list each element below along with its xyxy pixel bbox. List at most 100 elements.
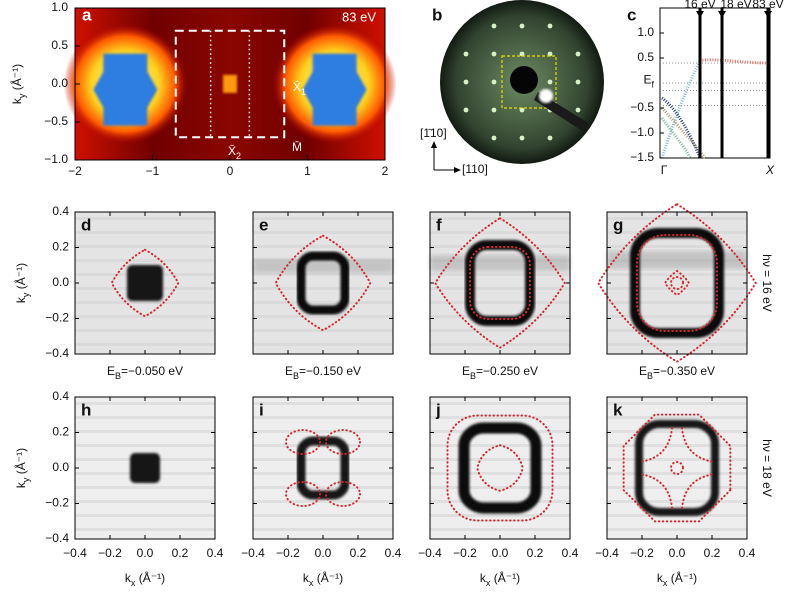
subscript: y xyxy=(21,477,31,482)
leed-spot xyxy=(575,51,581,57)
x-tick-label: 0.2 xyxy=(704,546,721,560)
text-part: E xyxy=(462,364,470,378)
contour xyxy=(636,234,718,332)
x-tick-label: −2 xyxy=(68,164,82,178)
text-part: X̄ xyxy=(293,80,301,94)
leed-spot xyxy=(463,107,469,113)
text-part: (Å⁻¹) xyxy=(135,570,165,585)
noise-stripe xyxy=(607,273,747,276)
subscript: B xyxy=(115,371,121,381)
axis-label: ky (Å⁻¹) xyxy=(9,64,27,104)
x-tick-label: 0 xyxy=(227,164,234,178)
y-tick-label: 1.0 xyxy=(51,0,68,14)
x-tick-label: 0.4 xyxy=(207,546,224,560)
y-tick-label: −0.4 xyxy=(45,531,69,545)
x-tick-label: 0.2 xyxy=(172,546,189,560)
y-tick-label: 0.5 xyxy=(51,38,68,52)
noise-stripe xyxy=(75,514,215,517)
text-part: (Å⁻¹) xyxy=(13,263,28,293)
cut-arrow xyxy=(696,11,704,18)
contour xyxy=(638,473,673,509)
x-tick-label: −0.2 xyxy=(276,546,300,560)
intensity-center xyxy=(223,74,238,93)
text-part: E xyxy=(639,364,647,378)
subscript: y xyxy=(17,93,27,98)
text-part: k xyxy=(657,571,664,585)
noise-stripe xyxy=(430,402,570,405)
cut-arrow xyxy=(718,11,726,18)
text-part: E xyxy=(107,364,115,378)
intensity-band xyxy=(607,251,747,269)
contour xyxy=(663,269,691,297)
subscript: x xyxy=(131,578,136,588)
leed-spot xyxy=(547,79,553,85)
noise-stripe xyxy=(253,315,393,318)
text-part: k xyxy=(480,571,487,585)
contour xyxy=(681,427,716,463)
photon-energy: 83 eV xyxy=(342,9,376,24)
direction-label: [110] xyxy=(462,162,488,176)
noise-stripe xyxy=(75,430,215,433)
y-tick-label: 0.0 xyxy=(51,76,68,90)
noise-stripe xyxy=(75,500,215,503)
noise-stripe xyxy=(75,231,215,234)
contour xyxy=(325,429,361,455)
text-part: X̄ xyxy=(228,144,236,158)
noise-stripe xyxy=(253,287,393,290)
noise-stripe xyxy=(253,301,393,304)
intensity-blob xyxy=(130,453,160,483)
noise-stripe xyxy=(607,416,747,419)
y-tick-label: −0.4 xyxy=(45,346,69,360)
text-part: =−0.350 eV xyxy=(653,364,715,378)
y-tick-label: 0.5 xyxy=(637,50,654,64)
leed-spot xyxy=(519,135,525,141)
contour xyxy=(681,473,716,509)
noise-stripe xyxy=(253,217,393,220)
noise-stripe xyxy=(253,430,393,433)
axis-label: kx (Å⁻¹) xyxy=(657,570,697,588)
x-tick-label: −0.4 xyxy=(595,546,619,560)
x-tick-label: 0.2 xyxy=(350,546,367,560)
noise-stripe xyxy=(607,500,747,503)
leed-spot xyxy=(519,107,525,113)
contour xyxy=(469,246,531,320)
subscript: 2 xyxy=(236,151,241,161)
y-tick-label: −0.2 xyxy=(45,311,69,325)
y-tick-label: −0.5 xyxy=(630,100,654,114)
intensity-ring xyxy=(296,436,350,500)
fermi-label: Ef xyxy=(643,73,654,90)
y-tick-label: 0.4 xyxy=(52,389,69,403)
intensity-ring xyxy=(465,240,535,326)
noise-stripe xyxy=(75,528,215,531)
noise-stripe xyxy=(430,231,570,234)
text-part: k xyxy=(10,97,24,104)
intensity-ring xyxy=(630,228,724,338)
text-part: =−0.150 eV xyxy=(299,364,361,378)
intensity-blob xyxy=(127,265,163,301)
intensity-band xyxy=(253,259,393,273)
subscript: 1 xyxy=(301,87,306,97)
photon-energy: hν = 16 eV xyxy=(760,254,774,312)
subscript: x xyxy=(663,578,668,588)
axis-label: kx (Å⁻¹) xyxy=(303,570,343,588)
noise-stripe xyxy=(607,245,747,248)
roi xyxy=(501,55,557,109)
noise-stripe xyxy=(75,416,215,419)
subscript: B xyxy=(470,371,476,381)
noise-stripe xyxy=(253,500,393,503)
noise-stripe xyxy=(75,329,215,332)
band xyxy=(660,59,702,159)
y-tick-label: 0.0 xyxy=(52,460,69,474)
point-label: M̄ xyxy=(292,140,302,154)
noise-stripe xyxy=(430,273,570,276)
text-part: (Å⁻¹) xyxy=(313,570,343,585)
y-tick-label: −1.0 xyxy=(630,125,654,139)
contour xyxy=(110,248,180,318)
contour xyxy=(325,481,361,507)
panel-label: j xyxy=(435,400,441,419)
cut-energy: 18 eV xyxy=(720,0,751,11)
point-label: X̄1 xyxy=(293,80,306,97)
x-tick-label: 0.4 xyxy=(562,546,579,560)
contour xyxy=(670,461,684,475)
x-tick-label: 0.4 xyxy=(739,546,756,560)
